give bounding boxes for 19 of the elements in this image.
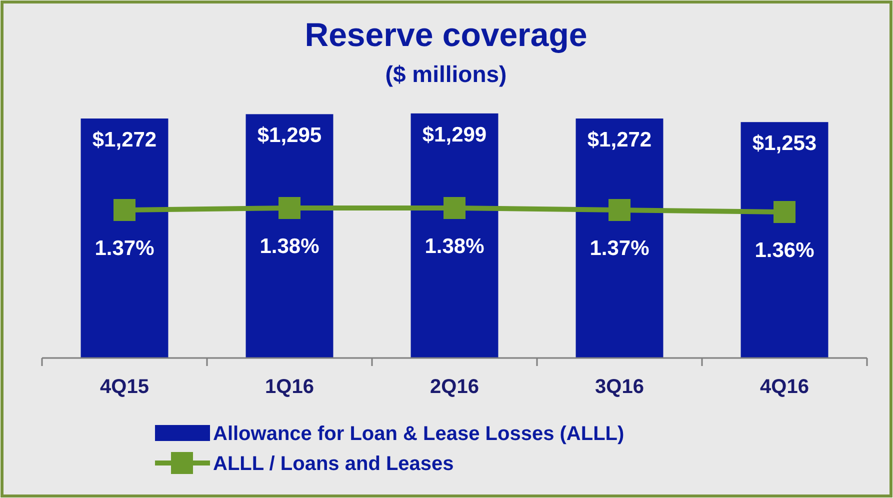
legend-label: Allowance for Loan & Lease Losses (ALLL) <box>213 423 624 445</box>
data-label: $1,295 <box>257 124 322 148</box>
data-label: $1,272 <box>587 128 652 152</box>
data-label: $1,299 <box>422 123 487 146</box>
x-tick-label: 4Q15 <box>100 376 149 398</box>
x-tick-label: 3Q16 <box>595 376 644 398</box>
data-label: 1.38% <box>424 235 485 258</box>
x-tick-label: 1Q16 <box>265 376 314 398</box>
legend-label: ALLL / Loans and Leases <box>213 453 454 475</box>
x-tick-label: 2Q16 <box>430 376 479 398</box>
data-label: 1.38% <box>260 235 320 258</box>
data-label: 1.36% <box>754 239 815 262</box>
data-label: $1,272 <box>92 128 157 152</box>
data-label: $1,253 <box>752 132 817 156</box>
x-tick-label: 4Q16 <box>760 376 809 398</box>
chart-subtitle: ($ millions) <box>385 61 507 87</box>
data-label: 1.37% <box>94 237 155 260</box>
data-label: 1.37% <box>590 237 650 260</box>
chart-title: Reserve coverage <box>304 16 588 53</box>
